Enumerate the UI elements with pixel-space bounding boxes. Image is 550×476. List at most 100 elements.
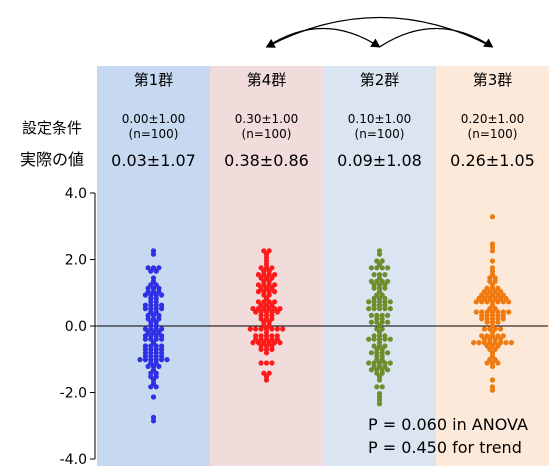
data-point-group2-64 (258, 326, 264, 332)
data-point-group3-29 (366, 299, 372, 305)
data-point-group1-20 (159, 292, 165, 298)
data-point-group2-63 (253, 326, 259, 332)
data-point-group4-82 (503, 340, 509, 346)
y-tick-label-1: 2.0 (65, 253, 87, 269)
data-point-group3-42 (368, 312, 374, 318)
data-point-group1-1 (150, 251, 157, 257)
data-point-group3-59 (366, 336, 372, 342)
data-point-group2-94 (263, 360, 270, 366)
data-point-group4-31 (473, 299, 479, 305)
row-label-actual: 実際の値 (20, 150, 84, 169)
data-point-group4-58 (484, 319, 490, 325)
group-n-1: (n=100) (129, 127, 179, 141)
data-point-group2-95 (269, 360, 275, 366)
group-arrow-2 (379, 27, 494, 48)
data-point-group4-33 (484, 299, 490, 305)
group-setting-4: 0.20±1.00 (461, 112, 525, 126)
data-point-group1-85 (145, 363, 151, 369)
data-point-group4-62 (481, 326, 487, 332)
data-point-group1-56 (142, 336, 148, 342)
group-n-3: (n=100) (355, 127, 405, 141)
data-point-group2-47 (253, 309, 259, 315)
data-point-group2-89 (258, 346, 264, 352)
data-point-group4-37 (506, 299, 512, 305)
data-point-group1-96 (153, 384, 159, 390)
data-point-group2-80 (250, 340, 256, 346)
annotation-anova: P = 0.060 in ANOVA (368, 415, 528, 434)
data-point-group2-68 (280, 326, 286, 332)
data-point-group4-53 (479, 316, 485, 322)
data-point-group4-99 (489, 387, 496, 393)
group-setting-1: 0.00±1.00 (122, 112, 186, 126)
data-point-group3-5 (368, 265, 374, 271)
group-name-3: 第2群 (360, 71, 400, 89)
group-name-2: 第4群 (247, 71, 287, 89)
data-point-group3-9 (371, 272, 377, 278)
data-point-group1-32 (159, 306, 165, 312)
data-point-group3-99 (376, 401, 383, 407)
data-point-group2-62 (247, 326, 253, 332)
data-point-group3-22 (382, 285, 388, 291)
data-point-group3-37 (366, 306, 372, 312)
data-point-group2-67 (274, 326, 280, 332)
data-point-group3-6 (374, 265, 380, 271)
data-point-group1-82 (164, 357, 170, 363)
data-point-group4-0 (489, 214, 496, 220)
data-point-group4-83 (508, 340, 514, 346)
data-point-group3-70 (368, 350, 374, 356)
data-point-group4-3 (489, 248, 496, 254)
data-point-group1-5 (148, 268, 154, 274)
data-point-group4-77 (476, 340, 482, 346)
data-point-group2-99 (263, 377, 270, 383)
data-point-group3-40 (382, 306, 388, 312)
y-tick-label-0: 4.0 (65, 186, 87, 202)
group-name-1: 第1群 (134, 71, 174, 89)
data-point-group1-99 (150, 418, 157, 424)
data-point-group1-97 (150, 394, 157, 400)
data-point-group4-76 (471, 340, 477, 346)
group-actual-4: 0.26±1.05 (450, 151, 535, 170)
data-point-group1-87 (156, 363, 162, 369)
data-point-group3-95 (379, 384, 385, 390)
data-point-group3-48 (368, 319, 374, 325)
data-point-group3-8 (385, 265, 391, 271)
data-point-group1-95 (148, 384, 154, 390)
data-point-group4-36 (500, 299, 506, 305)
data-point-group1-6 (153, 268, 159, 274)
annotation-trend: P = 0.450 for trend (368, 438, 522, 457)
data-point-group2-27 (255, 289, 261, 295)
group-actual-3: 0.09±1.08 (337, 151, 422, 170)
data-point-group1-59 (159, 336, 165, 342)
data-point-group3-94 (374, 384, 380, 390)
data-point-group4-32 (479, 299, 485, 305)
data-point-group3-78 (366, 360, 372, 366)
data-point-group3-39 (376, 306, 383, 312)
group-name-4: 第3群 (473, 71, 513, 89)
y-tick-label-2: 0.0 (65, 319, 87, 335)
data-point-group3-51 (385, 319, 391, 325)
group-actual-1: 0.03±1.07 (111, 151, 196, 170)
data-point-group3-45 (385, 312, 391, 318)
data-point-group2-91 (269, 346, 275, 352)
group-actual-2: 0.38±0.86 (224, 151, 309, 170)
data-point-group2-85 (277, 340, 283, 346)
data-point-group2-51 (274, 309, 280, 315)
data-point-group3-1 (376, 251, 383, 257)
data-point-group3-38 (371, 306, 377, 312)
data-point-group3-82 (387, 360, 393, 366)
data-point-group4-47 (506, 309, 512, 315)
group-n-2: (n=100) (242, 127, 292, 141)
data-point-group4-96 (489, 363, 496, 369)
data-point-group4-93 (484, 360, 490, 366)
data-point-group4-35 (495, 299, 501, 305)
data-point-group4-57 (500, 316, 506, 322)
y-tick-label-3: -2.0 (60, 386, 87, 402)
data-point-group1-29 (142, 306, 148, 312)
data-point-group3-63 (387, 336, 393, 342)
data-point-group1-78 (142, 357, 148, 363)
data-point-group3-41 (387, 306, 393, 312)
group-arrow-1 (266, 27, 381, 48)
data-point-group4-4 (489, 258, 496, 264)
